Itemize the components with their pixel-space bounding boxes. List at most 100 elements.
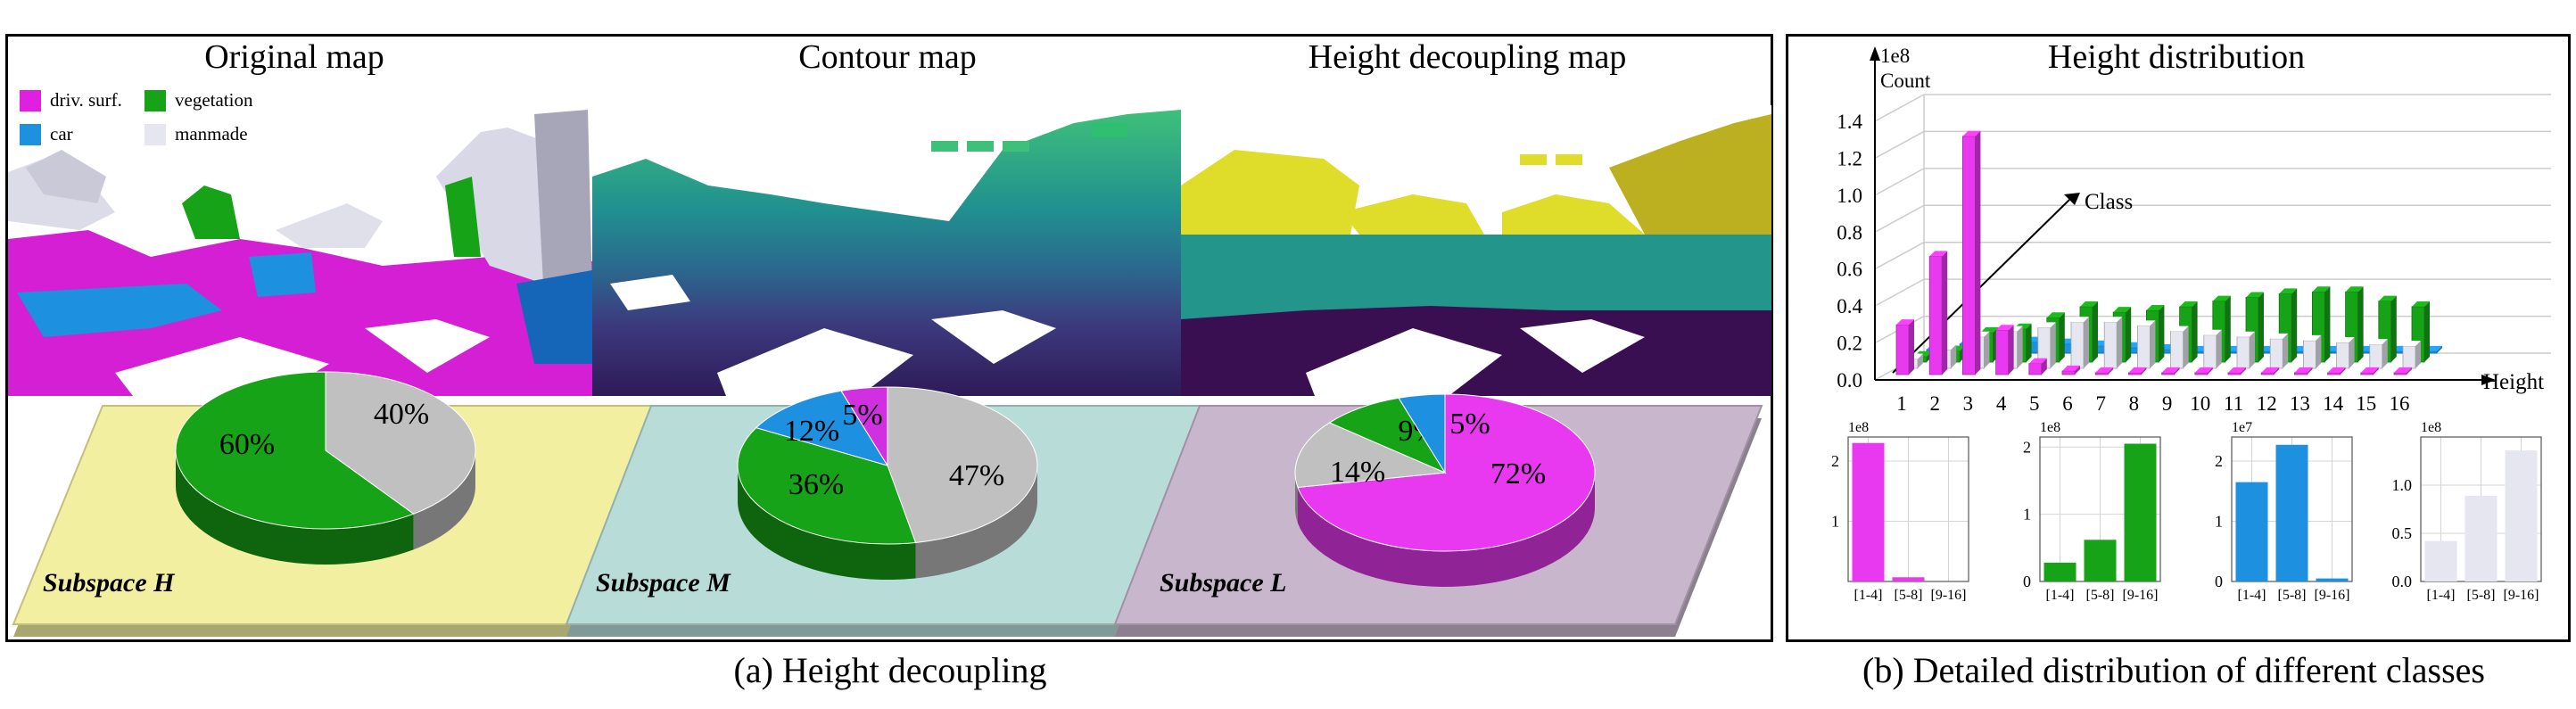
bar-manmade-9 — [2170, 326, 2189, 369]
bar-top — [2128, 367, 2147, 373]
subspace-label: Subspace L — [1160, 568, 1287, 598]
z-axis-label: Class — [2085, 190, 2133, 214]
map-title-height-decoupling: Height decoupling map — [1308, 38, 1627, 76]
bar-front — [2393, 372, 2407, 375]
grid-line-back — [1874, 94, 1925, 122]
bar-top — [2228, 367, 2246, 373]
bar-side — [2117, 317, 2123, 368]
bar-top — [2394, 367, 2412, 373]
subspace-pie-charts: Subspace H60%40%Subspace M47%36%12% 5%Sub… — [12, 371, 1763, 637]
x-tick-label: 14 — [2323, 392, 2344, 415]
y-tick-label: 0 — [2023, 573, 2031, 590]
bar-top — [2369, 339, 2388, 345]
bar-drivsurf-13 — [2294, 367, 2313, 375]
x-tick-label: 12 — [2257, 392, 2277, 415]
pie-slice-label: 72% — [1490, 458, 1546, 491]
x-tick-label: 13 — [2290, 392, 2310, 415]
pie-side-2 — [413, 451, 475, 550]
legend-swatch — [20, 89, 41, 111]
pie-slice-2 — [325, 371, 476, 515]
caption-b: (b) Detailed distribution of different c… — [1862, 650, 2485, 690]
y-tick-label: 0.0 — [2392, 573, 2413, 590]
legend-swatch — [20, 123, 41, 145]
pie-slice-label: 14% — [1330, 456, 1385, 489]
pie-slice-3 — [755, 390, 889, 466]
bar-side — [2283, 333, 2289, 368]
y-tick-label: 1.0 — [2392, 476, 2413, 494]
subspace-label: Subspace H — [43, 568, 176, 598]
legend-item-manmade: manmade — [144, 123, 248, 145]
x-tick-label: [1-4] — [2238, 588, 2266, 603]
legend-item-vegetation: vegetation — [144, 89, 252, 111]
x-tick-label: 3 — [1963, 392, 1974, 415]
pie-slice-4 — [1398, 393, 1446, 474]
bar-side — [2050, 322, 2056, 368]
bar-front — [1961, 136, 1976, 375]
bar-drivsurf-2 — [1928, 251, 1948, 375]
x-tick-label: 2 — [1929, 392, 1940, 415]
x-tick-label: 11 — [2224, 392, 2243, 415]
bar-[5-8] — [2465, 495, 2498, 581]
bar-top — [2146, 305, 2165, 310]
bar-front — [2360, 372, 2374, 375]
y-tick-label: 0.4 — [1837, 295, 1862, 317]
z-axis — [1892, 199, 2070, 374]
pie-chart-1: Subspace H 60% 40% — [12, 371, 657, 637]
bar-front — [2028, 363, 2043, 375]
bar-[1-4] — [2424, 540, 2457, 581]
bar-front — [2103, 321, 2118, 369]
bar-side — [1975, 130, 1981, 375]
bar-front — [2070, 321, 2085, 369]
bar-top — [2071, 317, 2089, 323]
x-tick-label: 1 — [1896, 392, 1907, 415]
pie-side-1 — [176, 450, 414, 565]
bar-manmade-13 — [2303, 334, 2322, 369]
bar-side — [2437, 345, 2442, 353]
x-tick-label: [5-8] — [2467, 588, 2496, 603]
pie-side-1 — [1297, 474, 1595, 587]
bar-drivsurf-4 — [1995, 325, 2014, 375]
pie-slice-label: 5% — [842, 399, 882, 432]
bar-front — [2336, 342, 2349, 369]
x-tick-label: 9 — [2162, 392, 2173, 415]
legend-label: manmade — [175, 123, 248, 144]
panel-a-frame — [5, 34, 1773, 642]
bar-front — [2236, 336, 2250, 369]
bar-front — [2303, 340, 2316, 369]
pie-slice-label: 12% — [784, 415, 839, 448]
bar-top — [2161, 367, 2180, 373]
bar-front — [2260, 372, 2275, 375]
class-chart-drivsurf: 1 2 1e8 [1-4] [5-8] [9-16] — [1831, 420, 1969, 603]
x-tick-label: [9-16] — [2315, 588, 2350, 603]
pie-slice-label: 40% — [374, 398, 429, 431]
x-tick-label: 6 — [2062, 392, 2073, 415]
x-tick-label: [1-4] — [1854, 588, 1883, 603]
grid-line-back — [1874, 204, 1925, 233]
pie-chart-3: Subspace L72%14%9% 5% — [1113, 393, 1763, 637]
bar-side — [2008, 325, 2014, 375]
bar-[5-8] — [2275, 444, 2308, 581]
bar-side — [2059, 312, 2065, 362]
bar-side — [2390, 295, 2397, 362]
bar-side — [2026, 323, 2032, 362]
bar-[9-16] — [2316, 578, 2349, 581]
bar-manmade-12 — [2269, 333, 2289, 369]
bar-side — [2093, 301, 2098, 362]
bar-[1-4] — [2235, 482, 2268, 581]
bar-top — [2179, 301, 2198, 307]
bar-side — [2126, 307, 2132, 362]
pie-slice-3 — [1328, 397, 1447, 474]
legend-label: driv. surf. — [50, 89, 122, 111]
pie-slice-label: 36% — [788, 468, 844, 501]
x-axis-arrow — [2481, 375, 2496, 385]
bar-drivsurf-1 — [1895, 319, 1914, 375]
y-tick-label: 0 — [2215, 573, 2223, 590]
bar-top — [2378, 295, 2397, 301]
height-distribution-title: Height distribution — [2047, 38, 2306, 76]
bar-side — [2407, 367, 2412, 375]
y-axis-arrow — [1870, 46, 1880, 61]
bar-front — [2170, 331, 2184, 369]
map-title-original: Original map — [204, 38, 384, 76]
legend-label: vegetation — [175, 89, 253, 111]
bar-side — [2174, 367, 2180, 375]
